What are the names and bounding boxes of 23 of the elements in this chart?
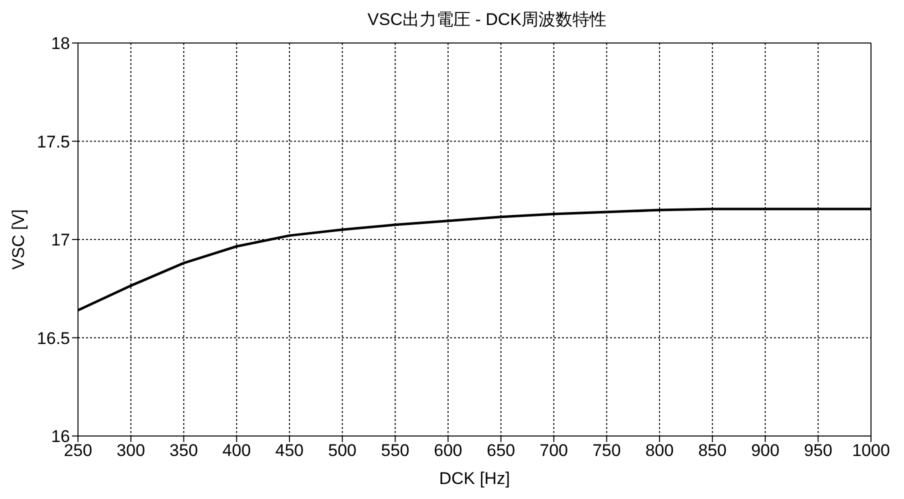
chart-title: VSC出力電圧 - DCK周波数特性 [366,9,608,30]
x-tick-label: 750 [592,441,621,460]
x-tick-label: 350 [170,441,198,460]
x-tick-label: 550 [381,441,410,460]
x-tick-label: 900 [751,441,780,460]
x-tick-label: 850 [698,441,727,460]
x-tick-label: 400 [222,441,251,460]
x-tick-label: 700 [540,441,568,460]
x-tick-label: 1000 [852,441,890,460]
x-tick-label: 650 [486,441,516,460]
x-tick-label: 800 [645,441,674,460]
x-tick-label: 950 [804,441,832,460]
x-tick-label: 600 [434,441,462,460]
y-tick-label: 17.5 [36,132,70,152]
y-tick-label: 16.5 [36,328,70,348]
y-tick-label: 18 [51,34,70,54]
x-tick-label: 450 [275,441,304,460]
x-axis-title: DCK [Hz] [439,469,510,488]
x-tick-label: 250 [64,441,92,460]
x-tick-label: 500 [328,441,357,460]
x-tick-label: 300 [116,441,146,460]
y-tick-label: 17 [51,230,70,250]
y-axis-title: VSC [V] [9,209,28,270]
